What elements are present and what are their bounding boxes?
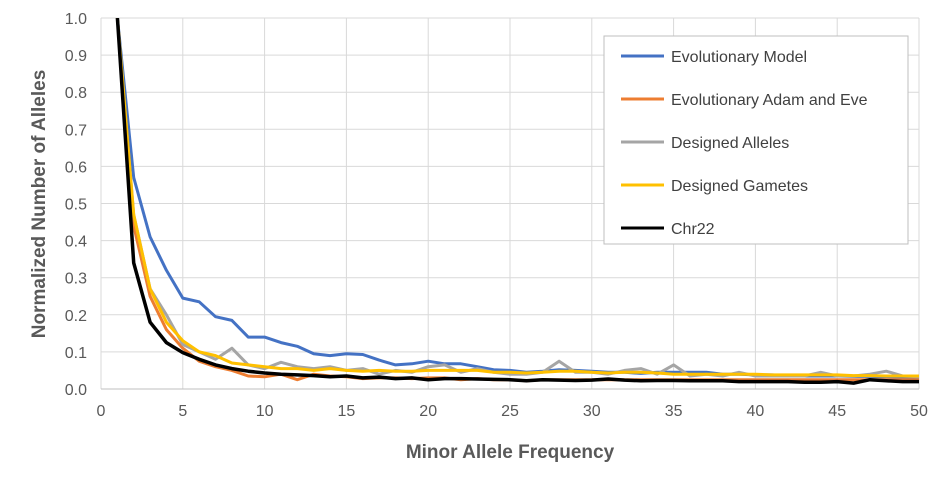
tick-labels: 0.0 0.1 0.2 0.3 0.4 0.5 0.6 0.7 0.8 0.9 1.0 0 5 10 15 2… <box>65 11 928 420</box>
x-tick-label: 35 <box>665 403 683 420</box>
legend-label-designed-gametes: Designed Gametes <box>671 178 808 195</box>
x-tick-label: 20 <box>419 403 437 420</box>
y-tick-label: 0.7 <box>65 122 87 139</box>
legend-label-evolutionary-adam-and-eve: Evolutionary Adam and Eve <box>671 92 868 109</box>
y-axis-title: Normalized Number of Alleles <box>29 70 50 339</box>
y-tick-label: 0.1 <box>65 345 87 362</box>
y-tick-label: 0.0 <box>65 382 87 399</box>
x-tick-label: 0 <box>97 403 106 420</box>
x-tick-label: 30 <box>583 403 601 420</box>
y-tick-label: 0.8 <box>65 85 87 102</box>
series-line-designed-gametes <box>115 18 919 378</box>
axes <box>100 18 919 390</box>
series-line-chr22 <box>115 18 919 385</box>
y-tick-label: 0.2 <box>65 308 87 325</box>
y-tick-label: 1.0 <box>65 11 87 28</box>
y-tick-label: 0.4 <box>65 234 87 251</box>
legend: Evolutionary Model Evolutionary Adam and … <box>603 35 909 245</box>
legend-label-chr22: Chr22 <box>671 221 715 238</box>
y-tick-label: 0.3 <box>65 271 87 288</box>
legend-label-designed-alleles: Designed Alleles <box>671 135 789 152</box>
y-tick-label: 0.9 <box>65 48 87 65</box>
x-tick-label: 15 <box>338 403 356 420</box>
y-tick-label: 0.5 <box>65 197 87 214</box>
x-axis-title: Minor Allele Frequency <box>406 442 615 463</box>
x-tick-label: 45 <box>828 403 846 420</box>
x-tick-label: 40 <box>747 403 765 420</box>
x-tick-label: 5 <box>178 403 187 420</box>
y-tick-label: 0.6 <box>65 159 87 176</box>
x-tick-label: 25 <box>501 403 519 420</box>
legend-label-evolutionary-model: Evolutionary Model <box>671 49 807 66</box>
series-lines <box>115 18 919 385</box>
x-tick-label: 50 <box>910 403 928 420</box>
legend-box <box>603 35 909 245</box>
gridlines <box>101 17 920 389</box>
x-tick-label: 10 <box>256 403 274 420</box>
